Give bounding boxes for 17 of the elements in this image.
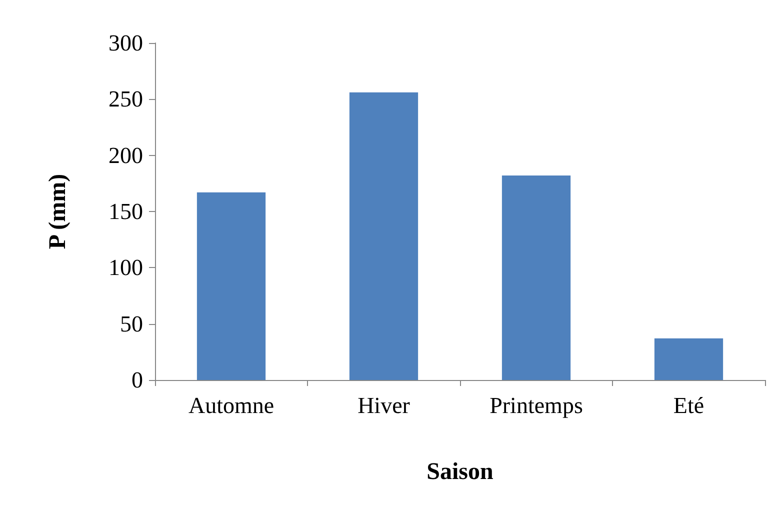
y-tick-label: 50 (120, 311, 143, 336)
y-tick-label: 250 (108, 86, 143, 112)
y-tick-label: 0 (132, 368, 143, 392)
bar (502, 176, 571, 380)
bar (196, 192, 266, 380)
x-tick-label: Automne (188, 393, 274, 418)
x-tick-label: Hiver (358, 393, 410, 418)
y-axis-title: P (mm) (45, 174, 71, 250)
y-tick-label: 100 (108, 255, 143, 280)
y-tick-label: 300 (108, 30, 143, 56)
x-tick-label: Eté (673, 393, 704, 418)
y-tick-label: 200 (108, 142, 143, 168)
x-tick-label: Printemps (490, 393, 583, 418)
x-axis-title: Saison (426, 459, 494, 485)
bar (654, 338, 724, 380)
y-tick-label: 150 (108, 199, 143, 224)
bar (349, 92, 418, 380)
